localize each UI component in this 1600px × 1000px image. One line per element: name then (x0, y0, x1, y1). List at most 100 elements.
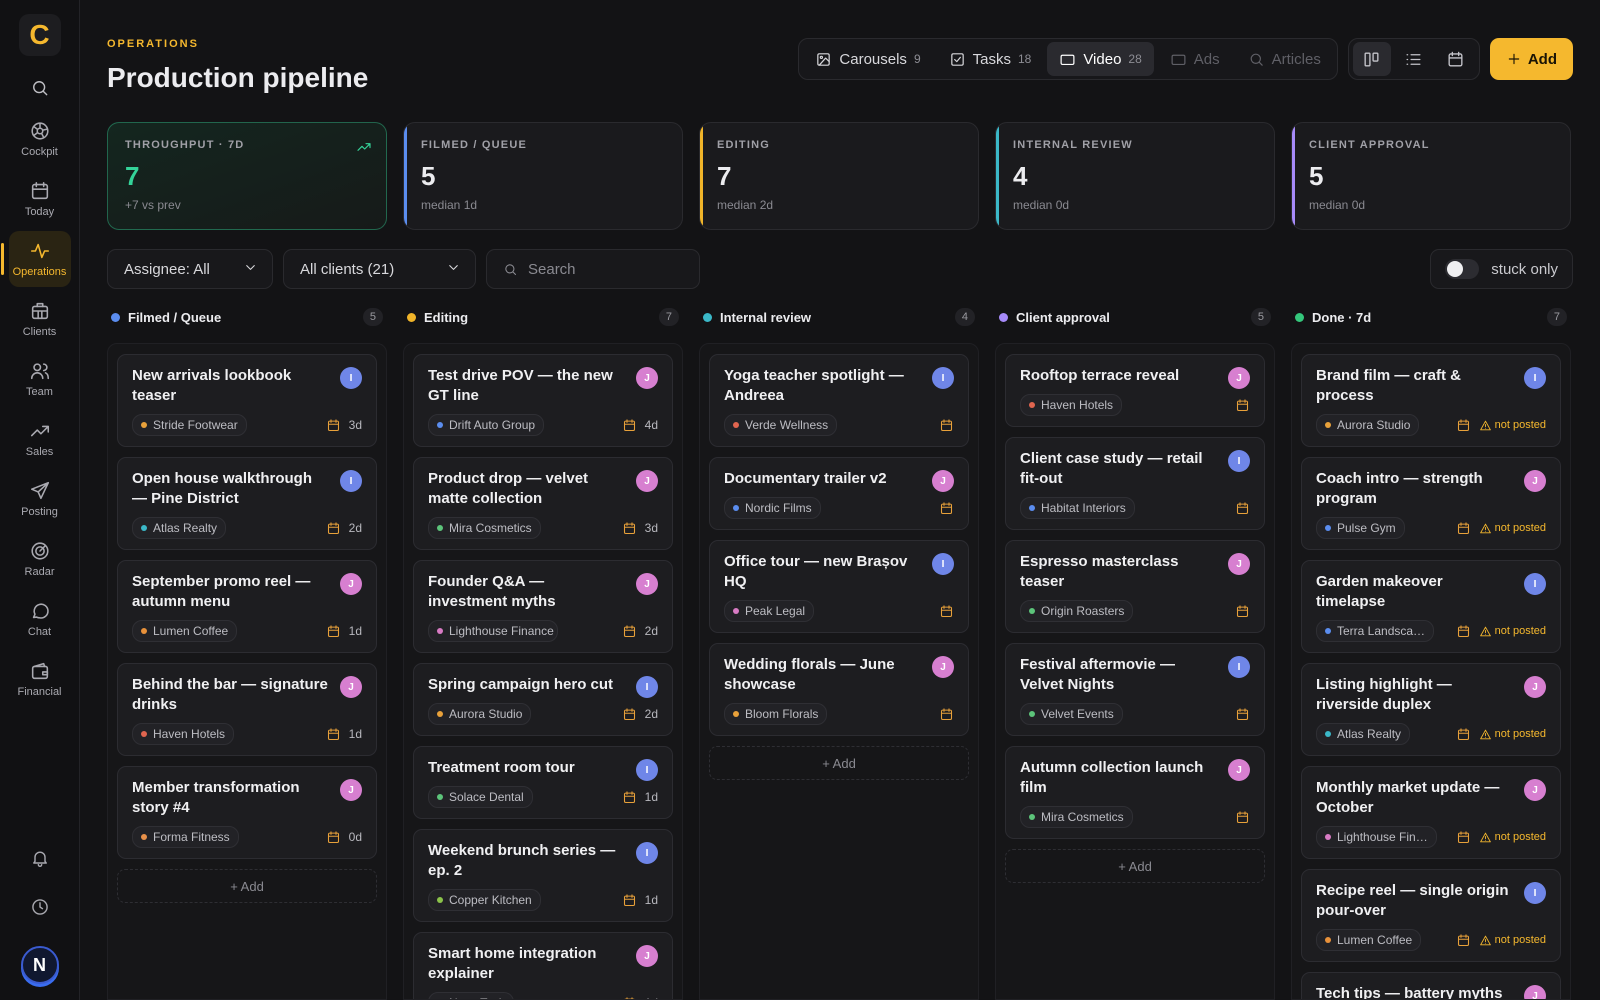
nav-item[interactable]: Radar (9, 531, 71, 587)
client-chip: Origin Roasters (1020, 600, 1134, 622)
view-button[interactable] (1395, 42, 1433, 76)
nav-item[interactable]: Financial (9, 651, 71, 707)
stuck-toggle[interactable]: stuck only (1430, 249, 1573, 289)
card[interactable]: Founder Q&A — investment myths J Lighthous… (413, 560, 673, 653)
card[interactable]: Test drive POV — the new GT line J Drift A… (413, 354, 673, 447)
column-add[interactable]: + Add (709, 746, 969, 780)
client-chip: Solace Dental (428, 786, 533, 808)
tab[interactable]: Video 28 (1047, 42, 1154, 76)
tab[interactable]: Carousels 9 (803, 42, 932, 76)
toolbar: Carousels 9 Tasks 18 Video 28 Ads Articles Add (798, 38, 1573, 80)
user-avatar[interactable]: N (20, 946, 59, 984)
column-dot (1295, 312, 1304, 322)
nav-item[interactable]: Clients (9, 291, 71, 347)
icon-part (817, 52, 831, 66)
notifications[interactable] (30, 848, 50, 873)
client-name: Nordic Films (745, 501, 812, 515)
add-button[interactable]: Add (1489, 38, 1573, 80)
nav-item[interactable]: Team (9, 351, 71, 407)
card[interactable]: Smart home integration explainer J Nova Te… (413, 932, 673, 999)
assignee-select[interactable]: Assignee: All (107, 249, 273, 289)
icon (940, 707, 953, 720)
card[interactable]: Recipe reel — single origin pour-over I Lu… (1301, 869, 1561, 962)
client-chip: Aurora Studio (428, 703, 532, 725)
card[interactable]: Autumn collection launch film J Mira Cosme… (1005, 746, 1265, 839)
column-add[interactable]: + Add (1005, 849, 1265, 883)
nav-item[interactable]: Sales (9, 411, 71, 467)
calendar-icon (326, 624, 341, 639)
history[interactable] (30, 897, 50, 922)
assignee-avatar: J (1524, 470, 1546, 492)
card-meta: Mira Cosmetics (1020, 806, 1250, 828)
assignee-avatar: J (932, 470, 954, 492)
card[interactable]: Product drop — velvet matte collection J M… (413, 457, 673, 550)
assignee-avatar: I (1524, 367, 1546, 389)
tab[interactable]: Ads (1158, 42, 1232, 76)
card[interactable]: Monthly market update — October J Lighthou… (1301, 766, 1561, 859)
card[interactable]: Spring campaign hero cut I Aurora Studio 2d (413, 663, 673, 736)
icon-part (623, 893, 635, 900)
card[interactable]: Documentary trailer v2 J Nordic Films (709, 457, 969, 530)
card[interactable]: Client case study — retail fit-out I Habit… (1005, 437, 1265, 530)
card[interactable]: Tech tips — battery mythsJNova Technot p… (1301, 972, 1561, 999)
icon (30, 363, 49, 380)
card[interactable]: Yoga teacher spotlight — Andreea I Verde W… (709, 354, 969, 447)
card-title: Brand film — craft & process (1316, 367, 1462, 404)
column-count: 7 (1546, 308, 1567, 326)
icon-part (246, 264, 255, 270)
card[interactable]: Treatment room tour I Solace Dental 1d (413, 746, 673, 819)
nav-item[interactable]: Cockpit (9, 111, 71, 167)
icon-part (1236, 503, 1249, 514)
card[interactable]: Wedding florals — June showcase J Bloom Fl… (709, 643, 969, 736)
card[interactable]: Brand film — craft & process I Aurora Stud… (1301, 354, 1561, 447)
logo[interactable]: C (18, 14, 61, 56)
assignee-avatar: J (636, 945, 658, 967)
tab[interactable]: Tasks 18 (937, 42, 1044, 76)
card-meta: Haven Hotels (1020, 394, 1250, 416)
column-add[interactable]: + Add (117, 869, 377, 903)
card[interactable]: New arrivals lookbook teaser I Stride Foot… (117, 354, 377, 447)
card-status: not posted (1456, 830, 1546, 845)
icon (817, 52, 831, 66)
assignee-avatar: J (636, 470, 658, 492)
icon (357, 143, 371, 151)
card[interactable]: Coach intro — strength program J Pulse Gym… (1301, 457, 1561, 550)
nav-item[interactable]: Operations (0, 231, 71, 287)
age: 1d (645, 996, 658, 999)
card[interactable]: Member transformation story #4 J Forma Fit… (117, 766, 377, 859)
card-status: 3d (622, 521, 658, 536)
card[interactable]: Open house walkthrough — Pine District I A… (117, 457, 377, 550)
icon (1457, 521, 1469, 534)
search-icon[interactable] (30, 78, 50, 103)
icon-part (940, 606, 953, 617)
view-button[interactable] (1352, 42, 1391, 76)
view-button[interactable] (1437, 42, 1475, 76)
nav-item[interactable]: Today (9, 171, 71, 227)
card-title: Client case study — retail fit-out (1020, 450, 1203, 487)
card[interactable]: Rooftop terrace reveal J Haven Hotels (1005, 354, 1265, 427)
client-select[interactable]: All clients (21) (283, 249, 476, 289)
card[interactable]: Behind the bar — signature drinks J Haven … (117, 663, 377, 756)
card-title: Behind the bar — signature drinks (132, 676, 328, 713)
client-chip: Atlas Realty (1316, 723, 1411, 745)
card[interactable]: Listing highlight — riverside duplex J Atl… (1301, 663, 1561, 756)
assignee-value: Assignee: All (124, 260, 210, 278)
card[interactable]: Espresso masterclass teaser J Origin Roast… (1005, 540, 1265, 633)
assignee-avatar: J (1524, 985, 1546, 999)
icon-part (1250, 53, 1261, 64)
card-title: Festival aftermovie — Velvet Nights (1020, 656, 1176, 693)
search-input[interactable]: Search (486, 249, 700, 289)
tab-label: Ads (1193, 50, 1220, 68)
nav-item[interactable]: Chat (9, 591, 71, 647)
icon-part (623, 998, 635, 999)
card[interactable]: Office tour — new Brașov HQ I Peak Legal (709, 540, 969, 633)
card[interactable]: Festival aftermovie — Velvet Nights I Velv… (1005, 643, 1265, 736)
card[interactable]: September promo reel — autumn menu J Lumen… (117, 560, 377, 653)
client-name: Peak Legal (745, 604, 806, 618)
nav-item[interactable]: Posting (9, 471, 71, 527)
card[interactable]: Weekend brunch series — ep. 2 I Copper Kit… (413, 829, 673, 922)
tab[interactable]: Articles (1236, 42, 1333, 76)
warning: not posted (1479, 934, 1546, 947)
icon-part (1457, 418, 1469, 425)
card[interactable]: Garden makeover timelapse I Terra Landsca…… (1301, 560, 1561, 653)
